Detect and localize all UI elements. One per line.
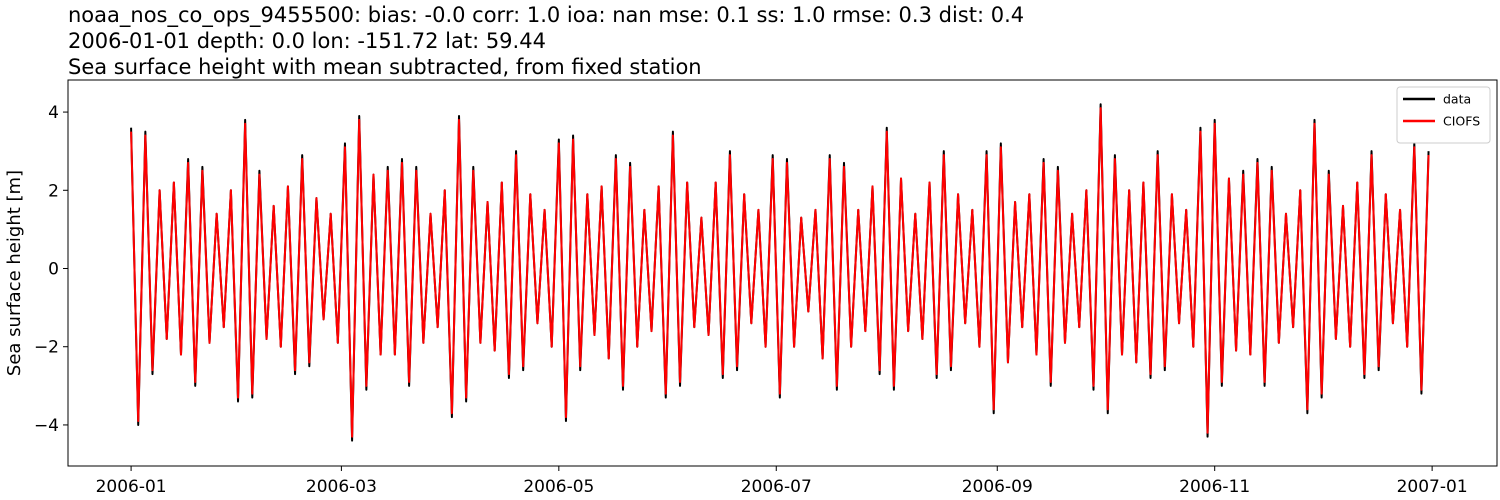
x-tick-label: 2006-03 [306, 477, 377, 497]
plot-frame [67, 79, 1498, 467]
legend-label: data [1443, 92, 1471, 107]
y-tick-label: 4 [48, 103, 59, 123]
y-tick-label: −4 [34, 416, 59, 436]
x-tick-label: 2006-01 [96, 477, 167, 497]
x-tick-label: 2007-01 [1397, 477, 1468, 497]
series-line [130, 107, 1430, 438]
x-tick-label: 2006-09 [962, 477, 1033, 497]
chart-title: Sea surface height with mean subtracted,… [68, 55, 702, 79]
y-tick-label: 2 [48, 181, 59, 201]
chart-title: noaa_nos_co_ops_9455500: bias: -0.0 corr… [68, 3, 1024, 28]
legend-label: CIOFS [1443, 114, 1480, 129]
legend-box [1396, 86, 1491, 144]
x-tick-label: 2006-07 [741, 477, 812, 497]
y-tick-label: 0 [48, 260, 59, 280]
x-tick-label: 2006-05 [523, 477, 594, 497]
y-tick-label: −2 [34, 338, 59, 358]
x-tick-label: 2006-11 [1179, 477, 1250, 497]
y-axis-label: Sea surface height [m] [4, 170, 25, 376]
chart-title: 2006-01-01 depth: 0.0 lon: -151.72 lat: … [68, 29, 546, 53]
